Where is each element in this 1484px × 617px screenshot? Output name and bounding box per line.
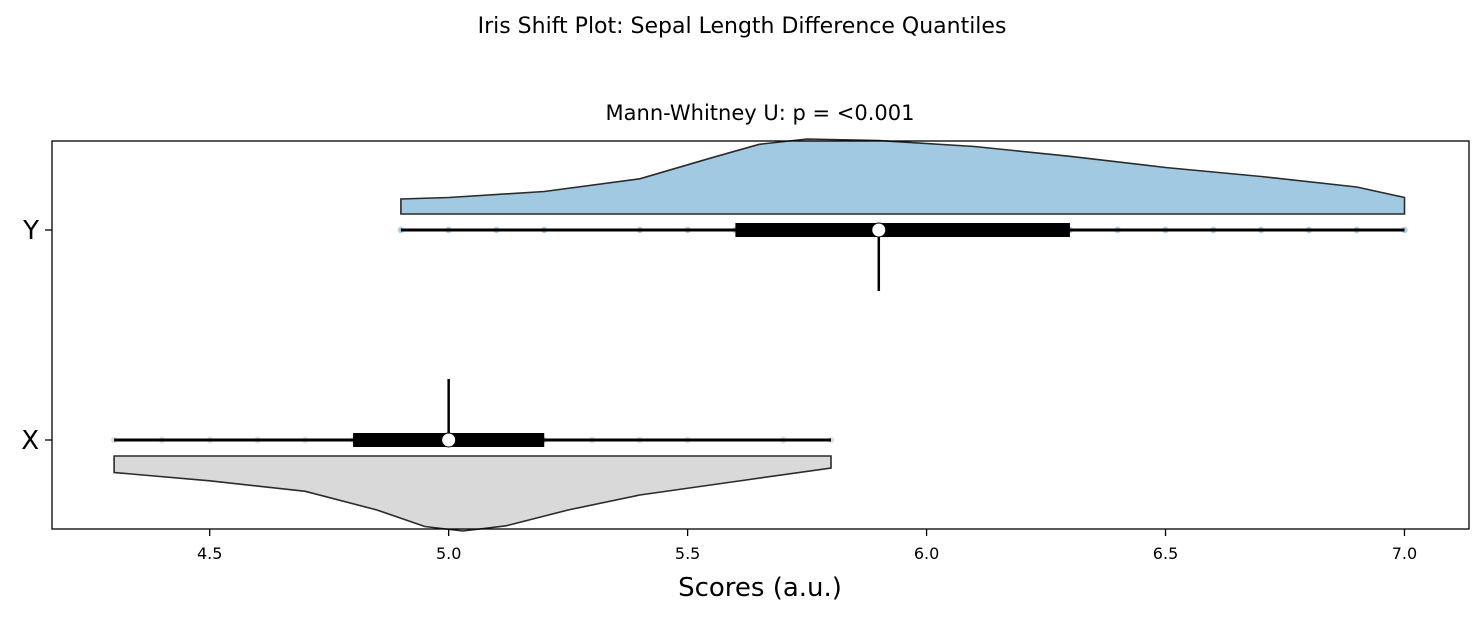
violin-y: [400, 138, 1406, 215]
median-marker-y: [871, 222, 887, 238]
y-tick-label-x: X: [21, 426, 39, 456]
x-tick-label-4: 6.5: [1153, 544, 1178, 563]
median-marker-x: [441, 432, 457, 448]
x-tick-label-3: 6.0: [914, 544, 939, 563]
data-point-y-20: [1401, 226, 1408, 234]
y-tick-label-y: Y: [22, 216, 39, 246]
chart-suptitle: Iris Shift Plot: Sepal Length Difference…: [478, 14, 1007, 39]
iqr-box-y: [735, 223, 1070, 237]
violin-x: [113, 455, 832, 532]
y-axis: YX: [21, 216, 52, 456]
plot-frame: [51, 140, 1470, 530]
plot-area: [110, 138, 1408, 532]
x-tick-label-5: 7.0: [1392, 544, 1417, 563]
chart-title: Mann-Whitney U: p = <0.001: [606, 101, 915, 125]
x-axis: 4.5 5.0 5.5 6.0 6.5 7.0: [197, 529, 1417, 563]
x-tick-label-2: 5.5: [675, 544, 700, 563]
x-axis-label: Scores (a.u.): [678, 573, 842, 603]
data-point-x-14: [827, 436, 835, 444]
x-tick-label-0: 4.5: [197, 544, 222, 563]
x-tick-label-1: 5.0: [436, 544, 461, 563]
data-point-x-0: [110, 436, 118, 444]
